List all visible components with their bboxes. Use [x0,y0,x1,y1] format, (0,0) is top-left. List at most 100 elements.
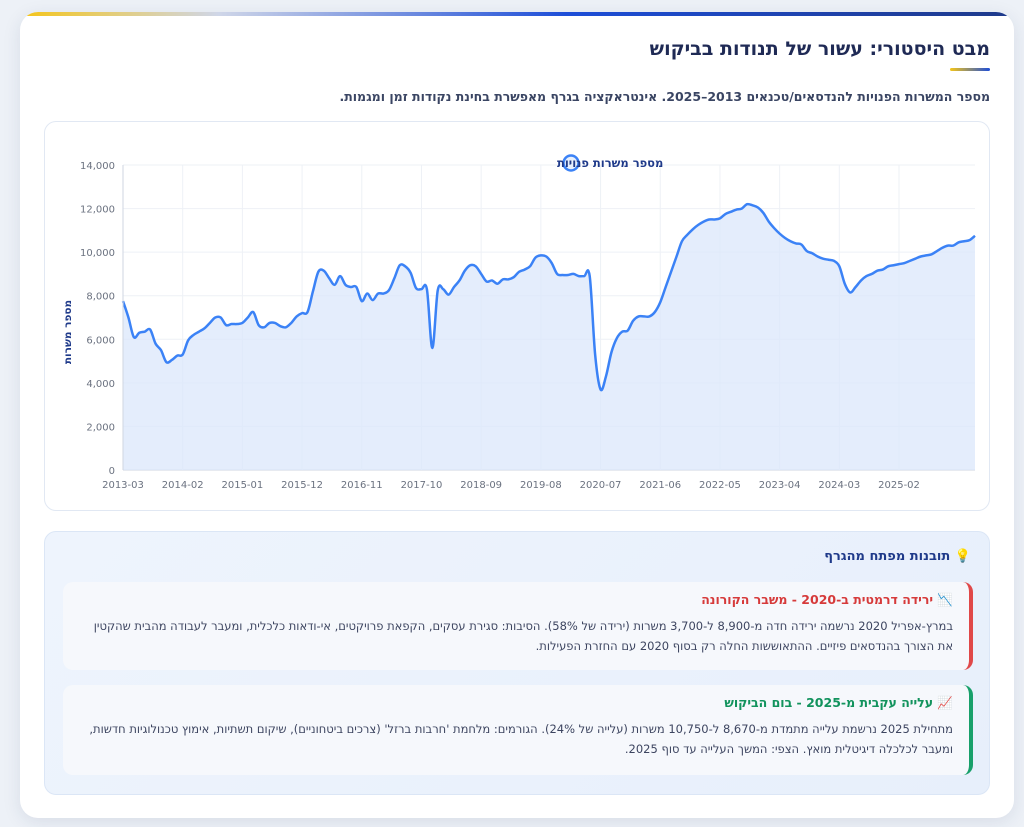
data-point[interactable] [310,289,315,294]
data-point[interactable] [327,276,332,281]
data-point[interactable] [929,252,934,257]
data-point[interactable] [528,264,533,269]
data-point[interactable] [294,314,299,319]
data-point[interactable] [468,263,473,268]
data-point[interactable] [148,327,153,332]
data-point[interactable] [305,310,310,315]
data-point[interactable] [701,219,706,224]
data-point[interactable] [658,300,663,305]
data-point[interactable] [169,357,174,362]
data-point[interactable] [641,314,646,319]
data-point[interactable] [571,271,576,276]
data-point[interactable] [224,323,229,328]
data-point[interactable] [278,324,283,329]
data-point[interactable] [728,209,733,214]
data-point[interactable] [495,281,500,286]
data-point[interactable] [338,274,343,279]
data-point[interactable] [647,314,652,319]
data-point[interactable] [831,258,836,263]
data-point[interactable] [365,291,370,296]
data-point[interactable] [956,240,961,245]
data-point[interactable] [256,323,261,328]
data-point[interactable] [810,251,815,256]
data-point[interactable] [766,219,771,224]
data-point[interactable] [967,238,972,243]
data-point[interactable] [745,202,750,207]
data-point[interactable] [430,346,435,351]
data-point[interactable] [424,287,429,292]
data-point[interactable] [940,245,945,250]
data-point[interactable] [229,322,234,327]
chart-legend[interactable]: מספר משרות פנויות [557,154,663,172]
data-point[interactable] [821,256,826,261]
data-point[interactable] [538,253,543,258]
data-point[interactable] [614,336,619,341]
data-point[interactable] [289,320,294,325]
data-point[interactable] [603,374,608,379]
data-point[interactable] [386,288,391,293]
data-point[interactable] [913,256,918,261]
data-point[interactable] [191,332,196,337]
data-point[interactable] [479,271,484,276]
data-point[interactable] [880,267,885,272]
data-point[interactable] [717,216,722,221]
data-point[interactable] [793,241,798,246]
data-point[interactable] [799,242,804,247]
data-point[interactable] [348,285,353,290]
data-point[interactable] [251,310,256,315]
data-point[interactable] [321,268,326,273]
data-point[interactable] [131,335,136,340]
data-point[interactable] [164,360,169,365]
data-point[interactable] [517,269,522,274]
data-point[interactable] [142,329,147,334]
data-point[interactable] [663,285,668,290]
data-point[interactable] [848,290,853,295]
data-point[interactable] [582,274,587,279]
data-point[interactable] [354,285,359,290]
data-point[interactable] [696,222,701,227]
data-point[interactable] [158,348,163,353]
data-point[interactable] [593,352,598,357]
data-point[interactable] [153,341,158,346]
data-point[interactable] [316,269,321,274]
data-point[interactable] [973,233,978,238]
data-point[interactable] [804,249,809,254]
data-point[interactable] [918,254,923,259]
data-point[interactable] [207,320,212,325]
data-point[interactable] [902,261,907,266]
data-point[interactable] [907,258,912,263]
data-point[interactable] [452,285,457,290]
data-point[interactable] [522,267,527,272]
data-point[interactable] [376,291,381,296]
data-point[interactable] [392,276,397,281]
data-point[interactable] [533,255,538,260]
data-point[interactable] [414,286,419,291]
data-point[interactable] [761,210,766,215]
data-point[interactable] [446,292,451,297]
data-point[interactable] [381,291,386,296]
data-point[interactable] [300,311,305,316]
data-point[interactable] [826,257,831,262]
data-point[interactable] [196,329,201,334]
data-point[interactable] [332,282,337,287]
data-point[interactable] [924,253,929,258]
data-point[interactable] [897,262,902,267]
data-point[interactable] [419,287,424,292]
data-point[interactable] [180,352,185,357]
data-point[interactable] [272,320,277,325]
data-point[interactable] [788,239,793,244]
data-point[interactable] [755,205,760,210]
data-point[interactable] [631,318,636,323]
data-point[interactable] [772,226,777,231]
data-point[interactable] [565,273,570,278]
data-point[interactable] [620,329,625,334]
data-point[interactable] [490,278,495,283]
data-point[interactable] [869,271,874,276]
data-point[interactable] [652,310,657,315]
data-point[interactable] [598,387,603,392]
data-point[interactable] [859,278,864,283]
data-point[interactable] [397,263,402,268]
data-point[interactable] [674,254,679,259]
data-point[interactable] [625,328,630,333]
data-point[interactable] [777,231,782,236]
